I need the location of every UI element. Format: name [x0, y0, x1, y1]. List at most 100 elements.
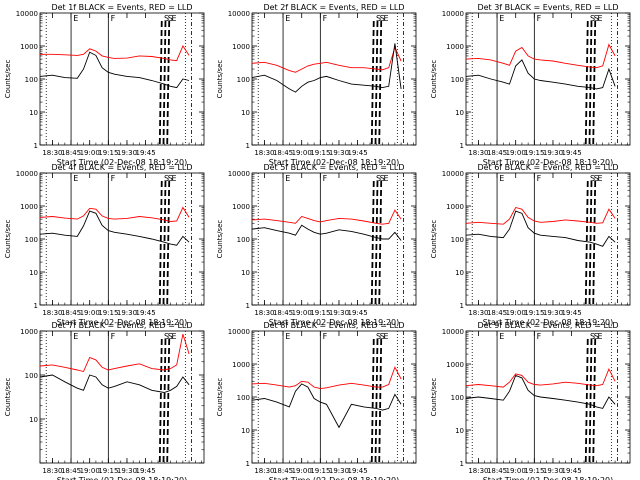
series-line-events	[465, 59, 616, 90]
dashed-marker-line	[374, 338, 379, 464]
y-tick-label: 100	[451, 76, 464, 84]
marker-letter: E	[285, 174, 290, 183]
x-tick-label: 18:45	[487, 309, 507, 317]
marker-letter: S	[376, 174, 381, 183]
series-line-events	[251, 383, 402, 429]
x-tick-label: 19:15	[524, 467, 544, 475]
x-tick-label: 19:45	[562, 467, 582, 475]
y-tick-label: 1	[246, 302, 250, 310]
y-tick-label: 1	[34, 302, 38, 310]
x-tick-label: 18:30	[42, 309, 62, 317]
marker-letter: S	[168, 14, 173, 23]
y-axis-label: Counts/sec	[216, 220, 224, 259]
y-axis-label: Counts/sec	[4, 60, 12, 99]
dashed-marker-line	[158, 338, 163, 464]
marker-letter: E	[383, 332, 388, 341]
panel-det-7: Det 7f BLACK = Events, RED = LLD 10 100 100…	[4, 321, 205, 480]
x-tick-label: 18:30	[42, 467, 62, 475]
series-line-lld	[251, 209, 402, 225]
x-tick-label: 19:00	[292, 467, 312, 475]
y-tick-label: 10	[455, 427, 464, 435]
x-tick-label: 19:45	[348, 467, 368, 475]
x-tick-label: 18:30	[468, 467, 488, 475]
x-tick-label: 19:30	[329, 467, 349, 475]
y-axis-label: Counts/sec	[430, 220, 438, 259]
marker-letter: F	[323, 332, 328, 341]
x-tick-label: 19:00	[80, 309, 100, 317]
x-tick-label: 19:00	[292, 149, 312, 157]
plot-frame	[465, 330, 631, 464]
y-tick-label: 100	[25, 372, 38, 380]
dashed-marker-line	[378, 20, 383, 146]
x-tick-label: 18:30	[254, 309, 274, 317]
marker-letter: E	[499, 174, 504, 183]
series-line-events	[39, 210, 190, 246]
x-axis-label: Start Time (02-Dec-08 18:19:20)	[269, 158, 400, 167]
x-axis-label: Start Time (02-Dec-08 18:19:20)	[483, 318, 614, 327]
plot-frame	[465, 172, 631, 306]
dashed-marker-line	[588, 20, 593, 146]
dashed-marker-line	[166, 338, 171, 464]
y-tick-label: 1000	[446, 203, 464, 211]
series-line-lld	[40, 45, 190, 62]
x-tick-label: 19:00	[80, 467, 100, 475]
marker-letter: F	[111, 174, 116, 183]
y-tick-label: 1	[246, 142, 250, 150]
marker-letter: S	[594, 332, 599, 341]
y-tick-label: 100	[237, 394, 250, 402]
marker-letter: S	[590, 174, 595, 183]
dashed-marker-line	[162, 180, 167, 306]
y-tick-label: 10	[29, 109, 38, 117]
y-tick-label: 10	[241, 427, 250, 435]
marker-letter: S	[594, 14, 599, 23]
x-tick-label: 19:15	[524, 309, 544, 317]
y-tick-label: 100	[237, 236, 250, 244]
x-tick-label: 18:30	[42, 149, 62, 157]
y-axis-label: Counts/sec	[430, 60, 438, 99]
marker-letter: F	[537, 14, 542, 23]
marker-letter: S	[380, 14, 385, 23]
x-axis-label: Start Time (02-Dec-08 18:19:20)	[57, 318, 188, 327]
panel-det-2: Det 2f BLACK = Events, RED = LLD 1 10 100 10…	[216, 3, 417, 167]
y-tick-label: 1	[460, 142, 464, 150]
marker-letter: S	[376, 332, 381, 341]
marker-letter: E	[285, 332, 290, 341]
panel-title: Det 6f BLACK = Events, RED = LLD	[477, 163, 618, 172]
marker-letter: S	[168, 332, 173, 341]
x-tick-label: 19:30	[329, 309, 349, 317]
plot-frame	[251, 172, 417, 306]
dashed-marker-line	[584, 338, 589, 464]
plot-frame	[39, 172, 205, 306]
series-line-events	[251, 43, 402, 93]
panel-title: Det 5f BLACK = Events, RED = LLD	[263, 163, 404, 172]
marker-letter: F	[111, 332, 116, 341]
panel-title: Det 4f BLACK = Events, RED = LLD	[51, 163, 192, 172]
x-tick-label: 19:30	[117, 149, 137, 157]
marker-letter: E	[383, 174, 388, 183]
x-tick-label: 19:00	[292, 309, 312, 317]
x-tick-label: 19:45	[348, 149, 368, 157]
dashed-marker-line	[370, 20, 375, 146]
marker-letter: E	[383, 14, 388, 23]
x-tick-label: 19:30	[117, 309, 137, 317]
dashed-marker-line	[378, 338, 383, 464]
marker-letter: E	[171, 14, 176, 23]
panel-det-6: Det 6f BLACK = Events, RED = LLD 1 10 100 10…	[430, 163, 631, 327]
y-axis-label: Counts/sec	[216, 378, 224, 417]
series-line-lld	[465, 206, 616, 225]
y-tick-label: 10	[455, 269, 464, 277]
marker-letter: S	[590, 332, 595, 341]
x-axis-label: Start Time (02-Dec-08 18:19:20)	[269, 318, 400, 327]
y-tick-label: 10000	[442, 328, 464, 336]
x-tick-label: 19:00	[506, 467, 526, 475]
panel-det-4: Det 4f BLACK = Events, RED = LLD 1 10 100 10…	[4, 163, 205, 327]
dashed-marker-line	[592, 20, 597, 146]
x-tick-label: 18:30	[468, 309, 488, 317]
x-tick-label: 19:45	[562, 149, 582, 157]
y-tick-label: 1000	[446, 43, 464, 51]
y-tick-label: 10000	[442, 170, 464, 178]
dashed-marker-line	[374, 180, 379, 306]
marker-letter: E	[73, 174, 78, 183]
panel-det-5: Det 5f BLACK = Events, RED = LLD 1 10 100 10…	[216, 163, 417, 327]
